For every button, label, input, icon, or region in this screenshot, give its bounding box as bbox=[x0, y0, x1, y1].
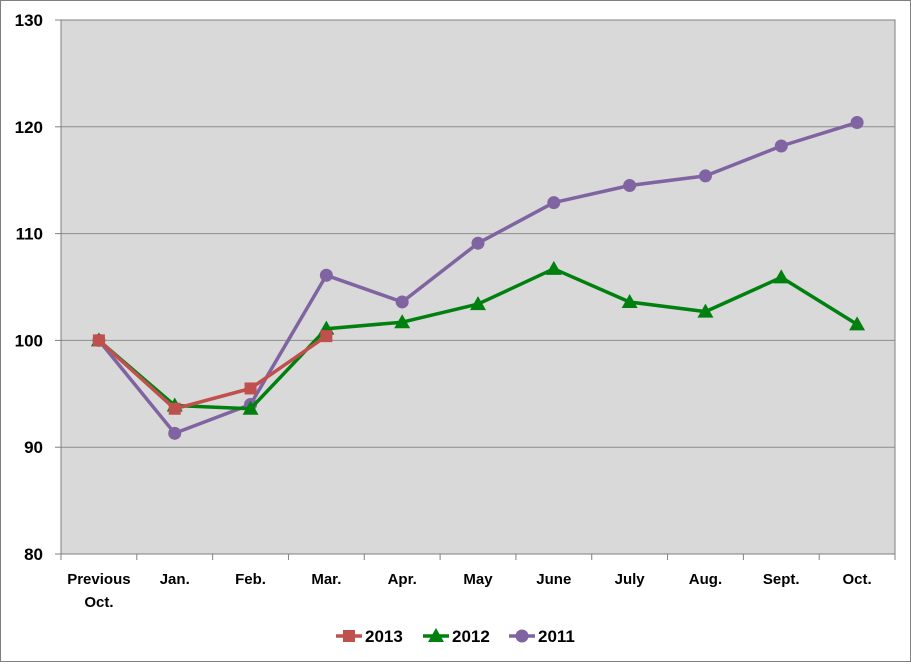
legend-label: 2012 bbox=[452, 627, 490, 646]
data-point bbox=[850, 116, 864, 130]
series-layer bbox=[90, 116, 866, 440]
y-tick-label: 90 bbox=[24, 438, 43, 457]
y-tick-label: 130 bbox=[15, 11, 43, 30]
legend-marker bbox=[343, 630, 355, 642]
data-point bbox=[849, 316, 866, 331]
series-line bbox=[97, 334, 328, 411]
x-tick-label: Oct. bbox=[842, 571, 871, 588]
plot-area bbox=[60, 19, 896, 555]
x-tick-label: June bbox=[536, 571, 571, 588]
x-tick-label: Aug. bbox=[689, 571, 722, 588]
x-tick-label: Jan. bbox=[160, 571, 190, 588]
series-2013 bbox=[92, 330, 333, 415]
data-point bbox=[621, 293, 638, 308]
x-tick-label: May bbox=[463, 571, 493, 588]
data-point bbox=[697, 303, 714, 318]
x-tick-label: Sept. bbox=[763, 571, 800, 588]
x-tick-label: Previous Oct. bbox=[67, 571, 130, 611]
y-tick-label: 80 bbox=[24, 545, 43, 564]
legend-marker bbox=[515, 629, 529, 643]
x-tick-label: Mar. bbox=[311, 571, 341, 588]
data-point bbox=[545, 260, 562, 275]
y-tick-label: 120 bbox=[15, 118, 43, 137]
data-point bbox=[471, 236, 485, 250]
series-2011 bbox=[92, 116, 864, 440]
data-point bbox=[774, 139, 788, 153]
x-tick-labels: Previous Oct. Jan. Feb. Mar. Apr. May June July A… bbox=[67, 571, 871, 611]
data-point bbox=[547, 196, 561, 210]
x-tick-label: July bbox=[615, 571, 646, 588]
y-tick-labels: 80 90 100 110 120 130 bbox=[15, 11, 43, 564]
data-point bbox=[168, 402, 181, 415]
data-point bbox=[92, 334, 105, 347]
legend-label: 2013 bbox=[365, 627, 403, 646]
y-tick-label: 110 bbox=[16, 225, 43, 244]
data-point bbox=[623, 179, 637, 193]
y-tick-label: 100 bbox=[15, 331, 43, 350]
data-point bbox=[244, 382, 257, 395]
data-point bbox=[773, 269, 790, 284]
data-point bbox=[470, 296, 486, 311]
data-point bbox=[395, 295, 409, 309]
data-point bbox=[168, 426, 182, 440]
legend-item: 2011 bbox=[509, 627, 575, 646]
data-point bbox=[320, 330, 333, 343]
data-point bbox=[242, 400, 259, 415]
legend-item: 2012 bbox=[423, 627, 490, 646]
gridlines bbox=[61, 126, 895, 448]
data-point bbox=[319, 268, 333, 282]
x-tick-label: Feb. bbox=[235, 571, 266, 588]
x-tick-label: Apr. bbox=[388, 571, 417, 588]
data-point bbox=[394, 314, 411, 329]
legend-marker bbox=[428, 628, 444, 642]
legend-item: 2013 bbox=[336, 627, 403, 646]
legend-label: 2011 bbox=[538, 627, 575, 646]
legend: 2013 2012 2011 bbox=[336, 627, 575, 646]
data-point bbox=[698, 169, 712, 183]
axes bbox=[55, 19, 896, 560]
